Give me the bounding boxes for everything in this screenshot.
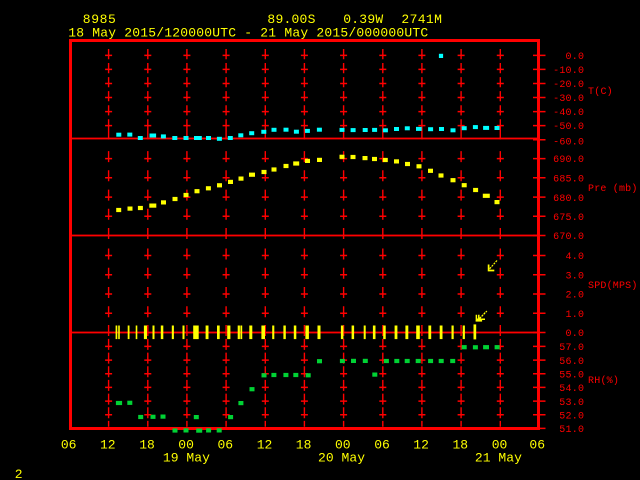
- svg-text:-40.0: -40.0: [553, 108, 584, 119]
- svg-text:18: 18: [296, 437, 312, 452]
- svg-text:12: 12: [100, 437, 116, 452]
- svg-text:56.0: 56.0: [559, 357, 584, 368]
- svg-text:06: 06: [61, 437, 77, 452]
- svg-text:53.0: 53.0: [559, 398, 584, 409]
- svg-text:06: 06: [529, 437, 545, 452]
- svg-text:0.39W: 0.39W: [343, 12, 383, 27]
- svg-text:690.0: 690.0: [553, 155, 584, 166]
- svg-text:0.0: 0.0: [566, 329, 585, 340]
- svg-text:SPD(MPS): SPD(MPS): [588, 280, 637, 292]
- svg-text:2.0: 2.0: [566, 291, 585, 302]
- svg-text:18 May 2015/120000UTC - 21 May: 18 May 2015/120000UTC - 21 May 2015/0000…: [68, 25, 428, 40]
- svg-text:54.0: 54.0: [559, 384, 584, 395]
- svg-text:00: 00: [335, 437, 351, 452]
- svg-text:06: 06: [374, 437, 390, 452]
- svg-text:18: 18: [139, 437, 155, 452]
- svg-text:-60.0: -60.0: [553, 138, 584, 149]
- svg-text:12: 12: [413, 437, 429, 452]
- svg-text:20 May: 20 May: [318, 451, 365, 466]
- svg-text:3.0: 3.0: [566, 271, 585, 282]
- svg-text:670.0: 670.0: [553, 232, 584, 243]
- svg-text:18: 18: [453, 437, 469, 452]
- svg-text:-20.0: -20.0: [553, 80, 584, 91]
- svg-text:89.00S: 89.00S: [267, 12, 315, 27]
- svg-text:06: 06: [218, 437, 234, 452]
- svg-text:2: 2: [15, 467, 23, 480]
- svg-text:00: 00: [178, 437, 194, 452]
- svg-text:T(C): T(C): [588, 86, 613, 98]
- svg-text:Pre (mb): Pre (mb): [588, 183, 637, 195]
- svg-text:00: 00: [492, 437, 508, 452]
- svg-text:55.0: 55.0: [559, 370, 584, 381]
- svg-text:0.0: 0.0: [566, 52, 585, 63]
- svg-text:57.0: 57.0: [559, 343, 584, 354]
- svg-text:675.0: 675.0: [553, 213, 584, 224]
- svg-text:-50.0: -50.0: [553, 122, 584, 133]
- svg-text:51.0: 51.0: [559, 425, 584, 436]
- svg-text:52.0: 52.0: [559, 411, 584, 422]
- svg-text:8985: 8985: [83, 12, 116, 27]
- svg-text:680.0: 680.0: [553, 194, 584, 205]
- svg-text:2741M: 2741M: [401, 12, 442, 27]
- svg-text:12: 12: [257, 437, 273, 452]
- svg-text:4.0: 4.0: [566, 252, 585, 263]
- svg-text:685.0: 685.0: [553, 175, 584, 186]
- svg-text:1.0: 1.0: [566, 310, 585, 321]
- svg-text:-30.0: -30.0: [553, 94, 584, 105]
- svg-text:-10.0: -10.0: [553, 66, 584, 77]
- svg-text:RH(%): RH(%): [588, 375, 619, 387]
- svg-text:19 May: 19 May: [163, 451, 210, 466]
- svg-text:21 May: 21 May: [475, 451, 522, 466]
